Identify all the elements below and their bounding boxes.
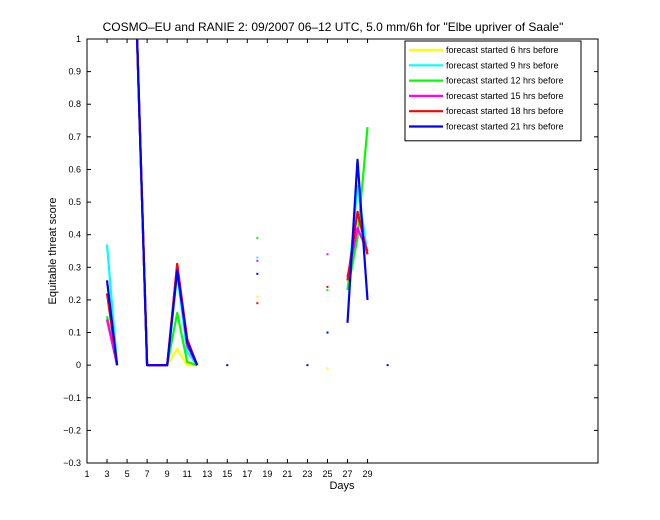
series-line <box>346 158 369 323</box>
y-tick-label: 0.2 <box>68 295 81 305</box>
legend-box <box>404 40 582 142</box>
data-point <box>306 364 309 367</box>
y-tick-label: 0.6 <box>68 164 81 174</box>
data-point <box>326 253 329 256</box>
y-tick-label: −0.2 <box>63 425 81 435</box>
data-point <box>256 272 259 275</box>
series-line <box>136 38 199 367</box>
legend-label: forecast started 9 hrs before <box>446 60 559 70</box>
y-axis-label: Equitable threat score <box>47 197 59 304</box>
x-tick-label: 11 <box>183 469 192 479</box>
x-tick-label: 1 <box>84 469 89 479</box>
axis-ticks <box>86 38 598 464</box>
y-tick-label: 0.1 <box>68 328 81 338</box>
y-tick-label: 0.3 <box>68 262 81 272</box>
data-point <box>386 364 389 367</box>
data-point <box>256 302 259 305</box>
data-point <box>256 259 259 262</box>
x-tick-label: 25 <box>322 469 332 479</box>
y-tick-label: 0.5 <box>68 197 81 207</box>
data-point <box>326 331 329 334</box>
tick-labels: 1 3 5 7 9 11 13 15 17 19 21 23 25 27 29−0.3−0.2−0.100.… <box>63 34 372 479</box>
y-tick-label: 0 <box>76 360 81 370</box>
legend-label: forecast started 15 hrs before <box>446 91 564 101</box>
chart-title: COSMO–EU and RANIE 2: 09/2007 06–12 UTC,… <box>103 20 564 34</box>
x-tick-label: 29 <box>363 469 373 479</box>
series-line <box>105 280 119 366</box>
data-point <box>326 367 329 370</box>
legend-label: forecast started 6 hrs before <box>446 45 559 55</box>
data-point <box>326 289 329 292</box>
x-tick-label: 23 <box>302 469 312 479</box>
x-tick-label: 21 <box>282 469 292 479</box>
x-axis-label: Days <box>329 480 355 492</box>
legend-label: forecast started 18 hrs before <box>446 106 564 116</box>
series-6 <box>105 38 389 367</box>
data-point <box>256 295 259 298</box>
x-tick-label: 5 <box>125 469 130 479</box>
data-point <box>256 256 259 259</box>
legend: forecast started 6 hrs before forecast st… <box>404 40 582 142</box>
series-lines <box>105 38 389 370</box>
y-tick-label: 0.9 <box>68 67 81 77</box>
x-tick-label: 19 <box>262 469 272 479</box>
x-tick-label: 9 <box>165 469 170 479</box>
data-point <box>326 285 329 288</box>
x-tick-label: 13 <box>202 469 212 479</box>
y-tick-label: −0.1 <box>63 393 81 403</box>
x-tick-label: 3 <box>105 469 110 479</box>
y-tick-label: 1 <box>76 34 81 44</box>
data-point <box>256 236 259 239</box>
y-tick-label: 0.8 <box>68 99 81 109</box>
data-point <box>226 364 229 367</box>
x-tick-label: 7 <box>145 469 150 479</box>
x-tick-label: 15 <box>222 469 232 479</box>
legend-label: forecast started 12 hrs before <box>446 76 564 86</box>
legend-label: forecast started 21 hrs before <box>446 122 564 132</box>
y-tick-label: 0.7 <box>68 132 81 142</box>
x-tick-label: 17 <box>242 469 252 479</box>
y-tick-label: −0.3 <box>63 458 81 468</box>
y-tick-label: 0.4 <box>68 230 81 240</box>
x-tick-label: 27 <box>343 469 353 479</box>
